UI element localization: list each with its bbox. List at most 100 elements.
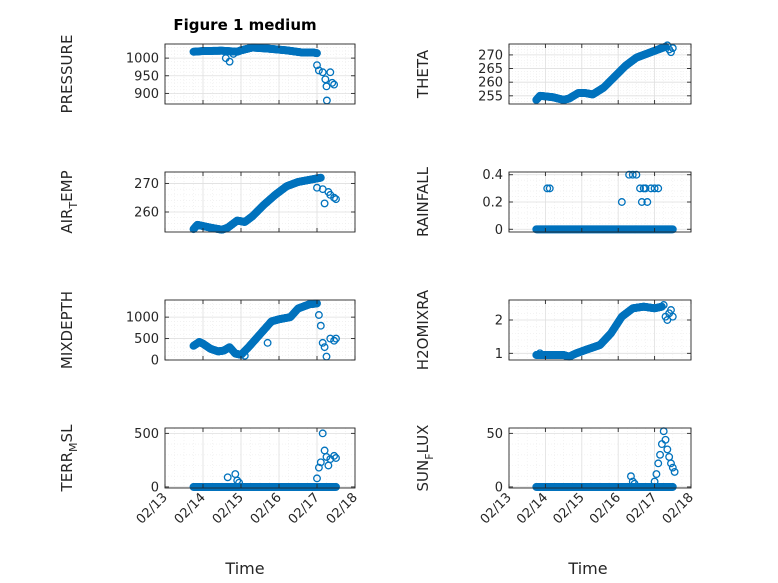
- data-point: [320, 199, 329, 208]
- y-axis-label: RAINFALL: [414, 166, 432, 237]
- y-tick-label: 900: [134, 87, 159, 102]
- data-point: [316, 458, 325, 467]
- y-axis-label: MIXDEPTH: [58, 291, 76, 369]
- y-tick-label: 500: [134, 332, 159, 347]
- subplot-6: 0 500 02/13 02/14 02/15 02/16 02/17 02/18 TERRMS…: [58, 424, 361, 527]
- data-point: [625, 170, 634, 179]
- data-point: [332, 482, 340, 491]
- data-point: [225, 57, 234, 66]
- data-point: [330, 336, 339, 345]
- data-point: [332, 454, 340, 462]
- data-point: [628, 170, 637, 179]
- x-tick-label: 02/18: [660, 490, 697, 527]
- data-point: [626, 472, 635, 481]
- y-tick-label: 0: [151, 480, 159, 495]
- y-axis-label: PRESSURE: [58, 35, 76, 114]
- x-axis-label-left: Time: [224, 559, 264, 578]
- data-point: [314, 311, 323, 319]
- x-tick-label: 02/15: [551, 490, 588, 527]
- data-point: [316, 173, 325, 182]
- x-tick-label: 02/18: [324, 490, 361, 527]
- y-axis-label: SUNFLUX: [414, 425, 436, 492]
- data-point: [657, 302, 666, 311]
- data-point: [233, 476, 242, 485]
- data-point: [632, 170, 641, 179]
- y-tick-label: 0.2: [482, 196, 503, 211]
- y-tick-label: 0.4: [482, 168, 503, 183]
- data-point: [318, 338, 327, 347]
- x-tick-label: 02/17: [623, 490, 660, 527]
- data-point: [318, 68, 327, 77]
- data-point: [314, 463, 323, 472]
- data-point: [668, 44, 677, 53]
- y-tick-label: 270: [134, 177, 159, 192]
- x-tick-label: 02/17: [286, 490, 323, 527]
- x-tick-label: 02/16: [587, 490, 624, 527]
- data-point: [322, 82, 331, 91]
- data-point: [263, 338, 272, 347]
- data-point: [543, 184, 552, 193]
- data-point: [667, 459, 675, 468]
- y-tick-label: 500: [134, 427, 159, 442]
- subplot-7: 0 50 02/13 02/14 02/15 02/16 02/17 02/18 SUNFLUX: [414, 425, 697, 528]
- data-point: [326, 334, 335, 343]
- y-tick-label: 0: [495, 223, 503, 238]
- y-tick-label: 265: [478, 62, 503, 77]
- data-point: [313, 61, 321, 70]
- data-point: [636, 184, 644, 193]
- y-axis-label: THETA: [414, 49, 432, 99]
- x-tick-label: 02/13: [478, 490, 515, 527]
- data-point: [322, 452, 331, 461]
- data-point: [637, 198, 646, 206]
- data-point: [313, 49, 321, 58]
- data-point: [259, 326, 268, 334]
- data-point: [332, 195, 340, 204]
- subplot-5: 1 2 H2OMIXRA: [414, 289, 692, 370]
- data-point: [314, 66, 323, 75]
- data-point: [668, 312, 677, 321]
- data-point: [628, 477, 637, 486]
- axes-box: [164, 171, 356, 233]
- y-tick-label: 1: [495, 347, 503, 362]
- axes-box: [164, 427, 356, 489]
- figure-title: Figure 1 medium: [173, 16, 316, 34]
- y-tick-label: 0: [151, 354, 159, 369]
- data-point: [650, 184, 659, 193]
- data-point: [652, 470, 661, 479]
- data-point: [641, 184, 650, 193]
- x-axis-label-right: Time: [567, 559, 607, 578]
- data-point: [330, 80, 339, 89]
- subplot-0: 900 950 1000 PRESSURE: [58, 35, 356, 114]
- data-point: [252, 334, 261, 343]
- data-point: [659, 301, 668, 309]
- data-point: [326, 68, 335, 77]
- y-tick-label: 50: [486, 427, 503, 442]
- data-point: [647, 184, 655, 193]
- data-point: [313, 474, 321, 483]
- axes-box: [508, 43, 692, 105]
- data-point: [668, 463, 677, 472]
- y-tick-label: 255: [478, 89, 503, 104]
- data-point: [229, 49, 238, 58]
- data-point: [545, 184, 554, 193]
- data-point: [663, 445, 672, 454]
- axes-box: [164, 299, 356, 361]
- x-tick-label: 02/14: [172, 490, 209, 527]
- data-point: [223, 473, 232, 482]
- x-tick-label: 02/15: [210, 490, 247, 527]
- y-axis-label: AIRTEMP: [58, 170, 80, 233]
- data-point: [667, 48, 675, 57]
- data-point: [318, 429, 327, 438]
- data-point: [535, 349, 544, 358]
- data-point: [235, 478, 244, 487]
- data-point: [330, 451, 339, 460]
- subplot-3: 0 0.2 0.4 RAINFALL: [414, 166, 692, 238]
- y-tick-label: 260: [478, 76, 503, 91]
- data-point: [316, 321, 325, 330]
- data-point: [630, 479, 639, 488]
- y-axis-label: H2OMIXRA: [414, 289, 432, 370]
- data-point: [670, 467, 679, 476]
- data-point: [668, 225, 677, 234]
